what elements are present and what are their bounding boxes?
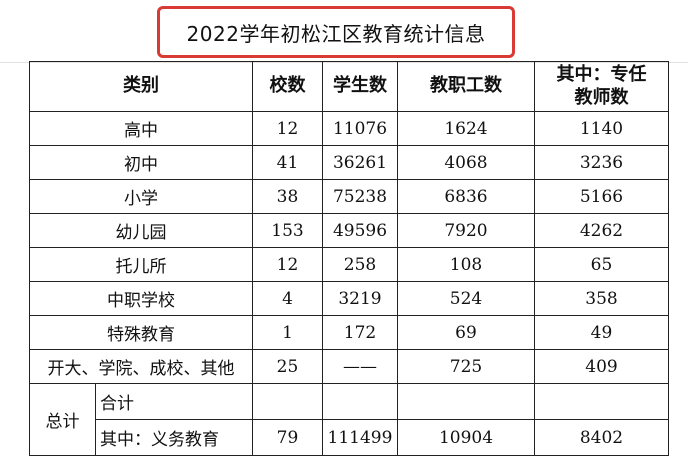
row-schools: 153 — [252, 213, 323, 248]
sum-teachers — [534, 383, 669, 420]
row-staff: 108 — [397, 247, 535, 282]
table-header-row: 类别 校数 学生数 教职工数 其中：专任教师数 — [29, 61, 669, 112]
header-teachers: 其中：专任教师数 — [534, 61, 669, 112]
header-category: 类别 — [29, 61, 253, 112]
row-staff: 1624 — [397, 111, 535, 146]
table-row: 小学 38 75238 6836 5166 — [29, 179, 669, 214]
total-label: 总计 — [29, 383, 96, 456]
row-staff: 7920 — [397, 213, 535, 248]
row-teachers: 358 — [534, 281, 669, 316]
page-title: 2022学年初松江区教育统计信息 — [157, 6, 515, 58]
header-staff: 教职工数 — [397, 61, 535, 112]
row-students: 3219 — [322, 281, 398, 316]
row-schools: 4 — [252, 281, 323, 316]
row-schools: 12 — [252, 247, 323, 282]
row-students: 36261 — [322, 145, 398, 180]
table-row: 中职学校 4 3219 524 358 — [29, 281, 669, 316]
sum-students — [322, 383, 398, 420]
total-compulsory-row: 其中：义务教育 79 111499 10904 8402 — [30, 419, 669, 456]
row-students: 75238 — [322, 179, 398, 214]
row-students: —— — [322, 349, 398, 384]
row-students: 258 — [322, 247, 398, 282]
row-staff: 524 — [397, 281, 535, 316]
row-schools: 41 — [252, 145, 323, 180]
compulsory-staff: 10904 — [397, 419, 535, 456]
row-staff: 4068 — [397, 145, 535, 180]
row-category: 小学 — [29, 179, 253, 214]
row-teachers: 5166 — [534, 179, 669, 214]
row-teachers: 1140 — [534, 111, 669, 146]
row-category: 托儿所 — [29, 247, 253, 282]
row-teachers: 65 — [534, 247, 669, 282]
table-row: 特殊教育 1 172 69 49 — [29, 315, 669, 350]
header-schools: 校数 — [252, 61, 323, 112]
row-staff: 69 — [397, 315, 535, 350]
table-row: 托儿所 12 258 108 65 — [29, 247, 669, 282]
sum-staff — [397, 383, 535, 420]
table-row: 开大、学院、成校、其他 25 —— 725 409 — [29, 349, 669, 384]
table-row: 幼儿园 153 49596 7920 4262 — [29, 213, 669, 248]
compulsory-label: 其中：义务教育 — [95, 419, 253, 456]
row-students: 11076 — [322, 111, 398, 146]
row-category: 特殊教育 — [29, 315, 253, 350]
row-schools: 38 — [252, 179, 323, 214]
row-teachers: 49 — [534, 315, 669, 350]
sum-schools — [252, 383, 323, 420]
row-category: 中职学校 — [29, 281, 253, 316]
table-row: 初中 41 36261 4068 3236 — [29, 145, 669, 180]
row-staff: 725 — [397, 349, 535, 384]
sum-label: 合计 — [95, 383, 253, 420]
compulsory-schools: 79 — [252, 419, 323, 456]
table-row: 高中 12 11076 1624 1140 — [29, 111, 669, 146]
row-schools: 25 — [252, 349, 323, 384]
row-staff: 6836 — [397, 179, 535, 214]
row-category: 高中 — [29, 111, 253, 146]
row-teachers: 3236 — [534, 145, 669, 180]
row-category: 初中 — [29, 145, 253, 180]
row-schools: 12 — [252, 111, 323, 146]
compulsory-teachers: 8402 — [534, 419, 669, 456]
row-students: 172 — [322, 315, 398, 350]
row-students: 49596 — [322, 213, 398, 248]
header-students: 学生数 — [322, 61, 398, 112]
row-schools: 1 — [252, 315, 323, 350]
row-teachers: 4262 — [534, 213, 669, 248]
education-statistics-table: 类别 校数 学生数 教职工数 其中：专任教师数 高中 12 11076 1624… — [29, 61, 669, 456]
row-category: 开大、学院、成校、其他 — [29, 349, 253, 384]
compulsory-students: 111499 — [322, 419, 398, 456]
total-sum-row: 总计 合计 — [29, 383, 669, 456]
row-category: 幼儿园 — [29, 213, 253, 248]
row-teachers: 409 — [534, 349, 669, 384]
